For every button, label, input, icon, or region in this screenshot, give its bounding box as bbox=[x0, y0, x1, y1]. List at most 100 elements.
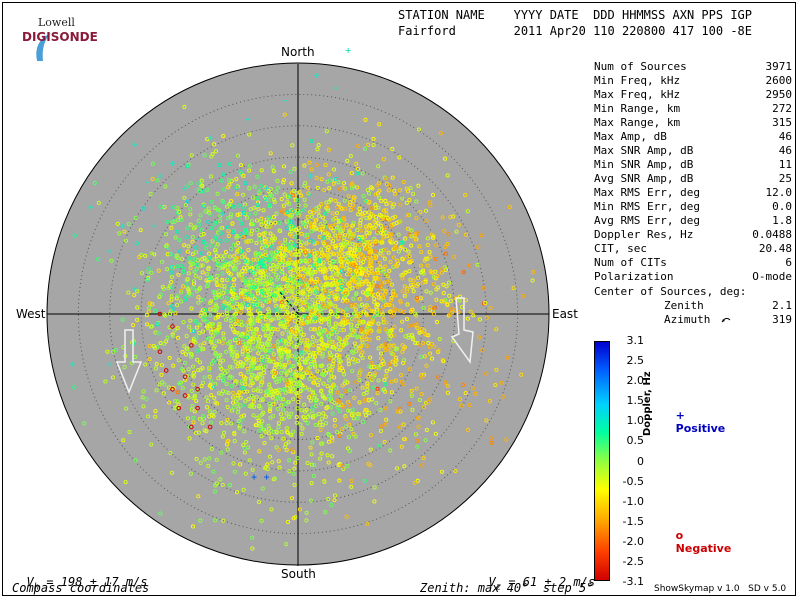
source-point bbox=[295, 198, 300, 203]
source-point bbox=[329, 302, 334, 307]
source-point bbox=[175, 229, 180, 234]
stat-label: Num of Sources bbox=[594, 60, 687, 73]
source-point bbox=[229, 212, 234, 217]
source-point bbox=[162, 341, 167, 346]
source-point bbox=[263, 253, 268, 258]
source-point bbox=[234, 267, 239, 272]
source-point bbox=[294, 391, 299, 396]
source-point bbox=[226, 305, 231, 310]
source-point bbox=[147, 305, 152, 310]
source-point bbox=[330, 326, 335, 332]
source-point bbox=[96, 257, 101, 262]
source-point bbox=[322, 479, 327, 485]
source-point bbox=[123, 480, 128, 485]
source-point bbox=[237, 332, 242, 337]
source-point bbox=[364, 226, 369, 231]
source-point bbox=[454, 229, 459, 234]
source-point bbox=[359, 302, 365, 307]
source-point bbox=[388, 448, 393, 453]
positive-source-point bbox=[282, 98, 288, 104]
source-point bbox=[276, 387, 281, 392]
source-point bbox=[401, 422, 406, 427]
source-point bbox=[315, 369, 320, 374]
source-point bbox=[298, 304, 303, 309]
source-point bbox=[290, 209, 295, 214]
source-point bbox=[303, 203, 308, 208]
source-point bbox=[375, 391, 380, 396]
source-point bbox=[207, 383, 212, 388]
source-point bbox=[406, 213, 412, 218]
source-point bbox=[369, 308, 374, 314]
source-point bbox=[339, 340, 344, 345]
source-point bbox=[401, 179, 406, 184]
source-point bbox=[321, 253, 326, 258]
source-point bbox=[248, 376, 253, 381]
source-point bbox=[215, 401, 220, 406]
source-point bbox=[218, 239, 223, 244]
source-point bbox=[360, 213, 365, 218]
source-point bbox=[200, 251, 205, 256]
source-point bbox=[175, 326, 180, 331]
source-point bbox=[309, 277, 314, 282]
source-point bbox=[227, 161, 232, 167]
source-point bbox=[193, 250, 199, 255]
source-point bbox=[321, 381, 326, 386]
source-point bbox=[348, 207, 353, 213]
source-point bbox=[331, 259, 336, 265]
source-point bbox=[285, 200, 290, 205]
source-point bbox=[303, 385, 308, 390]
source-point bbox=[174, 303, 180, 308]
source-point bbox=[280, 436, 285, 441]
source-point bbox=[324, 421, 329, 426]
colorbar-tick-label: -2.0 bbox=[622, 534, 644, 548]
source-point bbox=[330, 312, 335, 317]
source-point bbox=[171, 363, 176, 368]
source-point bbox=[198, 313, 203, 318]
source-point bbox=[298, 389, 303, 394]
source-point bbox=[226, 233, 231, 238]
source-point bbox=[369, 360, 374, 366]
source-point bbox=[194, 398, 199, 404]
source-point bbox=[217, 322, 222, 327]
source-point bbox=[477, 317, 482, 322]
source-point bbox=[113, 347, 118, 353]
source-point bbox=[257, 314, 262, 319]
source-point bbox=[362, 146, 368, 151]
source-point bbox=[188, 212, 193, 217]
source-point bbox=[279, 370, 284, 375]
source-point bbox=[383, 422, 388, 427]
source-point bbox=[443, 380, 448, 385]
source-point bbox=[296, 239, 301, 244]
source-point bbox=[232, 277, 237, 282]
source-point bbox=[431, 275, 436, 280]
source-point bbox=[225, 289, 230, 294]
source-point bbox=[376, 321, 381, 326]
source-point bbox=[352, 282, 357, 287]
source-point bbox=[251, 360, 256, 365]
source-point bbox=[279, 376, 284, 381]
source-point bbox=[366, 374, 371, 379]
source-point bbox=[314, 290, 319, 295]
source-point bbox=[168, 450, 173, 456]
source-point bbox=[315, 265, 320, 270]
source-point bbox=[364, 329, 369, 334]
source-point bbox=[445, 390, 450, 395]
stat-label: Max RMS Err, deg bbox=[594, 186, 700, 199]
source-point bbox=[494, 327, 499, 332]
source-point bbox=[317, 259, 322, 264]
source-point bbox=[287, 194, 292, 199]
source-point bbox=[326, 304, 331, 309]
source-point bbox=[333, 233, 338, 238]
source-point bbox=[222, 253, 227, 258]
source-point bbox=[227, 254, 233, 259]
source-point bbox=[251, 388, 256, 393]
source-point bbox=[376, 205, 381, 210]
source-point bbox=[356, 247, 362, 252]
source-point bbox=[222, 287, 227, 293]
source-point bbox=[319, 388, 324, 393]
source-point bbox=[122, 229, 127, 234]
source-point bbox=[171, 386, 176, 391]
positive-marker-icon: + bbox=[675, 409, 685, 422]
source-point bbox=[278, 283, 283, 288]
source-point bbox=[332, 400, 337, 405]
